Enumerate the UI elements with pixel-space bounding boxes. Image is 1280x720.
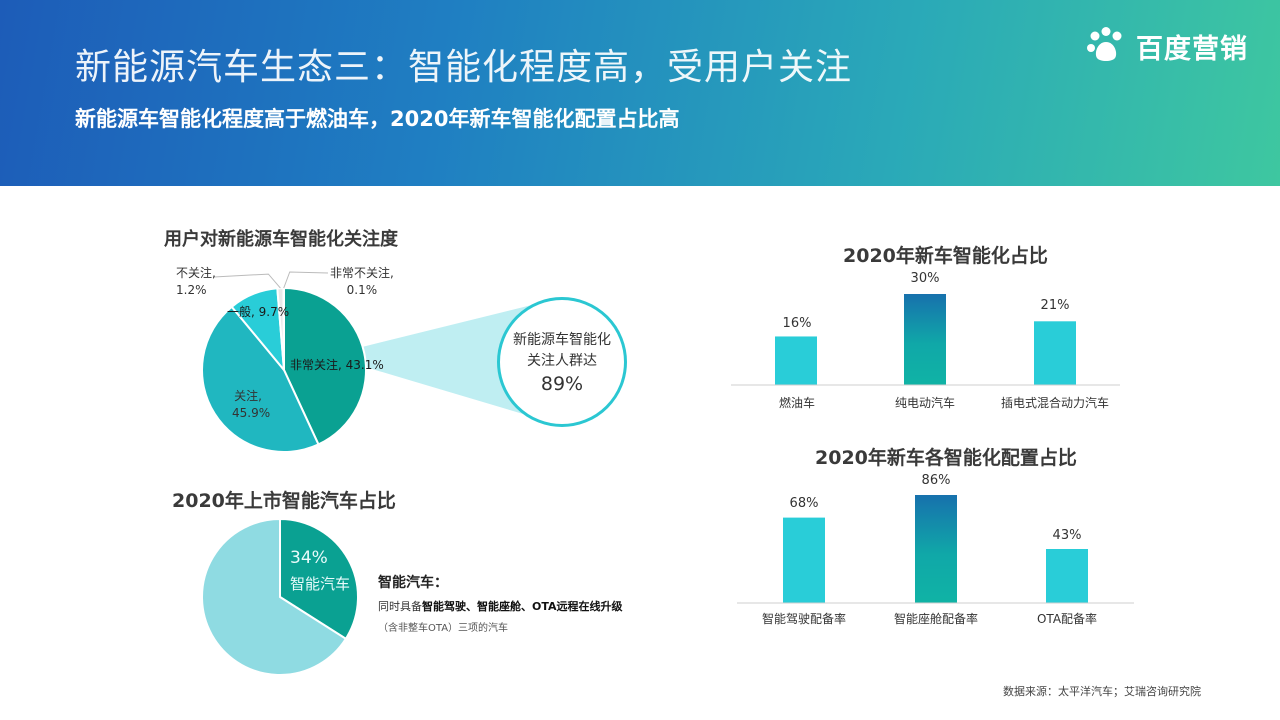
pie2-slice-other (201, 517, 348, 676)
pie1-label-very-concerned: 非常关注, 43.1% (290, 358, 384, 372)
baidu-paw-icon (1087, 27, 1122, 61)
bar1-title: 2020年新车智能化占比 (843, 245, 1048, 267)
leader-line (283, 271, 329, 289)
bar2-value-label: 86% (921, 473, 951, 488)
leader-line (213, 273, 281, 289)
pie1-slices (201, 286, 367, 453)
bar1-bar (904, 294, 946, 385)
page-subtitle: 新能源车智能化程度高于燃油车，2020年新车智能化配置占比高 (75, 107, 680, 131)
pie1-label-concerned: 关注, 45.9% (232, 389, 271, 420)
note-line1: 同时具备智能驾驶、智能座舱、OTA远程在线升级 (378, 600, 623, 613)
bar1-category-label: 纯电动汽车 (894, 396, 955, 410)
callout-line1: 新能源车智能化 (513, 331, 611, 348)
bar2-bar (783, 517, 825, 603)
callout-circle: 新能源车智能化 关注人群达 89% (497, 297, 627, 427)
page-title: 新能源汽车生态三：智能化程度高，受用户关注 (75, 47, 853, 88)
bar2-category-label: 智能座舱配备率 (893, 612, 978, 626)
bar2-value-label: 43% (1052, 528, 1082, 543)
pie2-title: 2020年上市智能汽车占比 (172, 490, 396, 512)
bar2-category-label: OTA配备率 (1036, 612, 1098, 626)
pie1-label-not-at-all: 非常不关注, 0.1% (330, 266, 394, 297)
bar1-value-label: 16% (782, 316, 812, 331)
pie1-leader-lines (213, 271, 329, 289)
bar2-category-label: 智能驾驶配备率 (761, 612, 846, 626)
pie1-title: 用户对新能源车智能化关注度 (164, 229, 398, 250)
bar1-category-label: 燃油车 (778, 396, 815, 410)
note-line2: （含非整车OTA）三项的汽车 (378, 623, 509, 634)
pie1-slice (282, 286, 285, 371)
pie2-slices (201, 517, 359, 676)
header-banner (0, 0, 1280, 186)
callout-line2: 关注人群达 (527, 352, 597, 369)
brand-logo: 百度营销 (1086, 26, 1248, 66)
pie1-label-not-concerned: 不关注, 1.2% (176, 266, 216, 297)
pie1-slice (201, 305, 320, 453)
pie2-value-label: 34% (290, 548, 328, 568)
data-source: 数据来源：太平洋汽车；艾瑞咨询研究院 (1003, 685, 1201, 698)
bar2-title: 2020年新车各智能化配置占比 (815, 447, 1077, 469)
bar1-marks (775, 294, 1076, 385)
bar2-bar (915, 495, 957, 603)
callout-value: 89% (540, 372, 584, 395)
pie1-label-neutral: 一般, 9.7% (227, 305, 290, 319)
bar2-bar (1046, 549, 1088, 603)
bar1-bar (775, 336, 817, 385)
note-title: 智能汽车： (378, 575, 448, 591)
bar1-value-label: 21% (1040, 298, 1070, 313)
pie1-slice (283, 286, 367, 446)
bar2-value-label: 68% (789, 496, 819, 511)
pie2-category-label: 智能汽车 (290, 575, 351, 593)
bar2-marks (783, 495, 1088, 603)
bar1-category-label: 插电式混合动力汽车 (1000, 396, 1109, 410)
logo-text: 百度营销 (1136, 33, 1248, 65)
bar1-value-label: 30% (910, 271, 940, 286)
bar1-bar (1034, 321, 1076, 385)
